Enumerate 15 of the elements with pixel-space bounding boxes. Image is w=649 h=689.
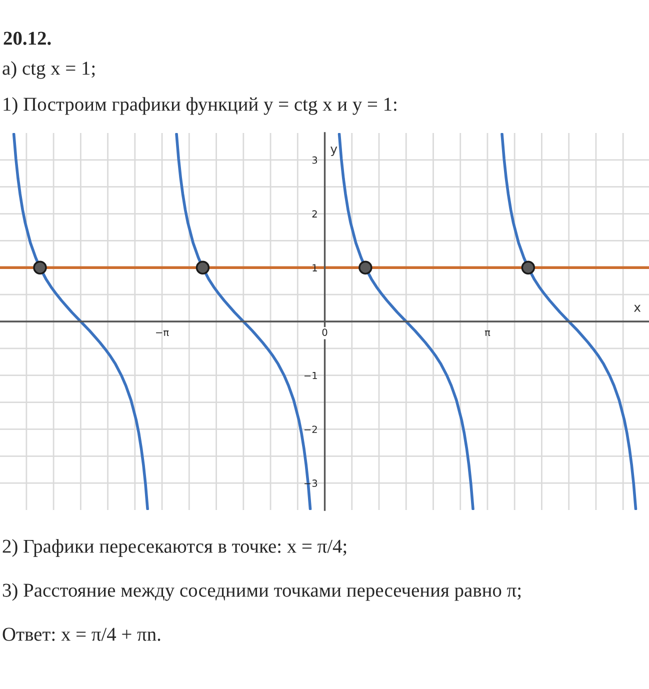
x-axis-title: x	[634, 304, 641, 312]
y-tick-label: −2	[304, 426, 317, 433]
y-axis-title: y	[330, 146, 338, 156]
text: 1) Построим графики функций y = ctg x и y = 1:	[4, 97, 396, 115]
y-tick-label: 2	[312, 210, 317, 218]
text: а) ctg x = 1;	[2, 61, 95, 79]
y-tick-label: 3	[312, 156, 318, 164]
text: 3) Расстояние между соседними точками пересечения равно π;	[2, 583, 521, 601]
y-tick-label: −1	[304, 372, 317, 380]
x-tick-label: π	[484, 330, 490, 336]
x-tick-label: 0	[322, 328, 328, 336]
x-tick-label: −π	[156, 330, 169, 336]
text: Ответ: x = π/4 + πn.	[2, 628, 160, 641]
chart-title: 20.12.	[4, 32, 51, 45]
text: 2) Графики пересекаются в точке: x = π/4;	[2, 539, 346, 557]
